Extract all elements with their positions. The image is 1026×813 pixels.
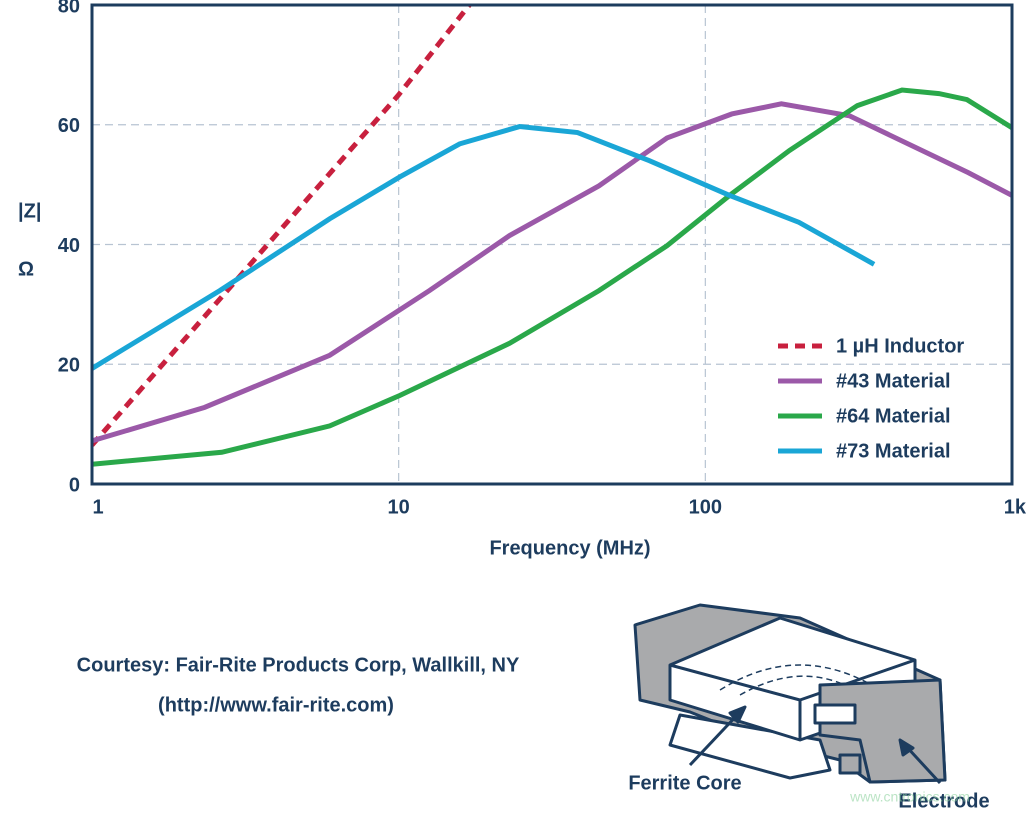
series-line: [92, 124, 876, 371]
y-tick-label: 0: [69, 474, 80, 496]
plot-frame: [90, 3, 1014, 486]
y-tick-label: 80: [58, 0, 80, 17]
y-tick-label: 40: [58, 235, 80, 257]
legend-label: #64 Material: [836, 405, 951, 427]
electrode-label: Electrode: [898, 790, 989, 812]
legend-label: 1 µH Inductor: [836, 335, 964, 357]
series-line: [92, 87, 1012, 467]
x-tick-label: 1: [92, 496, 103, 518]
ferrite-illustration: [633, 603, 947, 785]
x-tick-label: 10: [388, 496, 410, 518]
series-line: [92, 101, 1012, 444]
y-axis-unit: Ω: [18, 258, 34, 280]
x-tick-label: 100: [689, 496, 722, 518]
courtesy-url: (http://www.fair-rite.com): [158, 694, 394, 716]
y-tick-label: 20: [58, 355, 80, 377]
y-tick-label: 60: [58, 115, 80, 137]
watermark: www.cntronics.com: [849, 789, 970, 805]
legend-label: #73 Material: [836, 440, 951, 462]
legend-label: #43 Material: [836, 370, 951, 392]
courtesy-line: Courtesy: Fair-Rite Products Corp, Wallk…: [77, 654, 520, 676]
x-tick-label: 1k: [1004, 496, 1026, 518]
ferrite-core-label: Ferrite Core: [628, 772, 741, 794]
x-axis-label: Frequency (MHz): [489, 537, 650, 559]
series-line: [92, 5, 472, 447]
y-axis-label: |Z|: [18, 200, 41, 222]
